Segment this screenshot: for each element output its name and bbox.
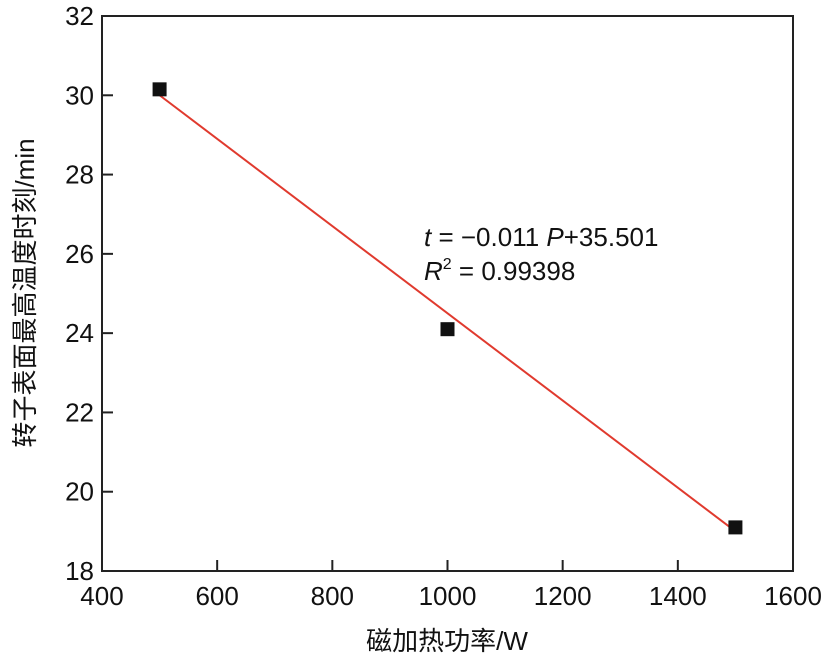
fit-line bbox=[158, 94, 737, 533]
y-tick-label: 26 bbox=[65, 239, 94, 269]
y-tick-label: 20 bbox=[65, 477, 94, 507]
y-tick-label: 24 bbox=[65, 318, 94, 348]
data-point bbox=[152, 82, 167, 97]
x-axis-label: 磁加热功率/W bbox=[366, 626, 528, 656]
y-axis-label: 转子表面最高温度时刻/min bbox=[10, 138, 40, 447]
x-tick-label: 1200 bbox=[534, 581, 592, 611]
y-tick-label: 18 bbox=[65, 556, 94, 586]
plot-frame bbox=[101, 15, 794, 572]
data-point bbox=[728, 520, 743, 535]
x-tick-label: 400 bbox=[80, 581, 123, 611]
fit-equation: t = −0.011 P+35.501 bbox=[424, 222, 658, 252]
x-tick-label: 600 bbox=[195, 581, 238, 611]
y-tick-label: 32 bbox=[65, 1, 94, 31]
r-squared: R2 = 0.99398 bbox=[424, 256, 575, 286]
data-point bbox=[440, 322, 455, 337]
y-tick-label: 22 bbox=[65, 397, 94, 427]
x-tick-label: 1400 bbox=[649, 581, 707, 611]
y-tick-label: 28 bbox=[65, 160, 94, 190]
x-tick-label: 1600 bbox=[764, 581, 822, 611]
y-tick-label: 30 bbox=[65, 80, 94, 110]
x-tick-label: 800 bbox=[311, 581, 354, 611]
x-tick-label: 1000 bbox=[419, 581, 477, 611]
